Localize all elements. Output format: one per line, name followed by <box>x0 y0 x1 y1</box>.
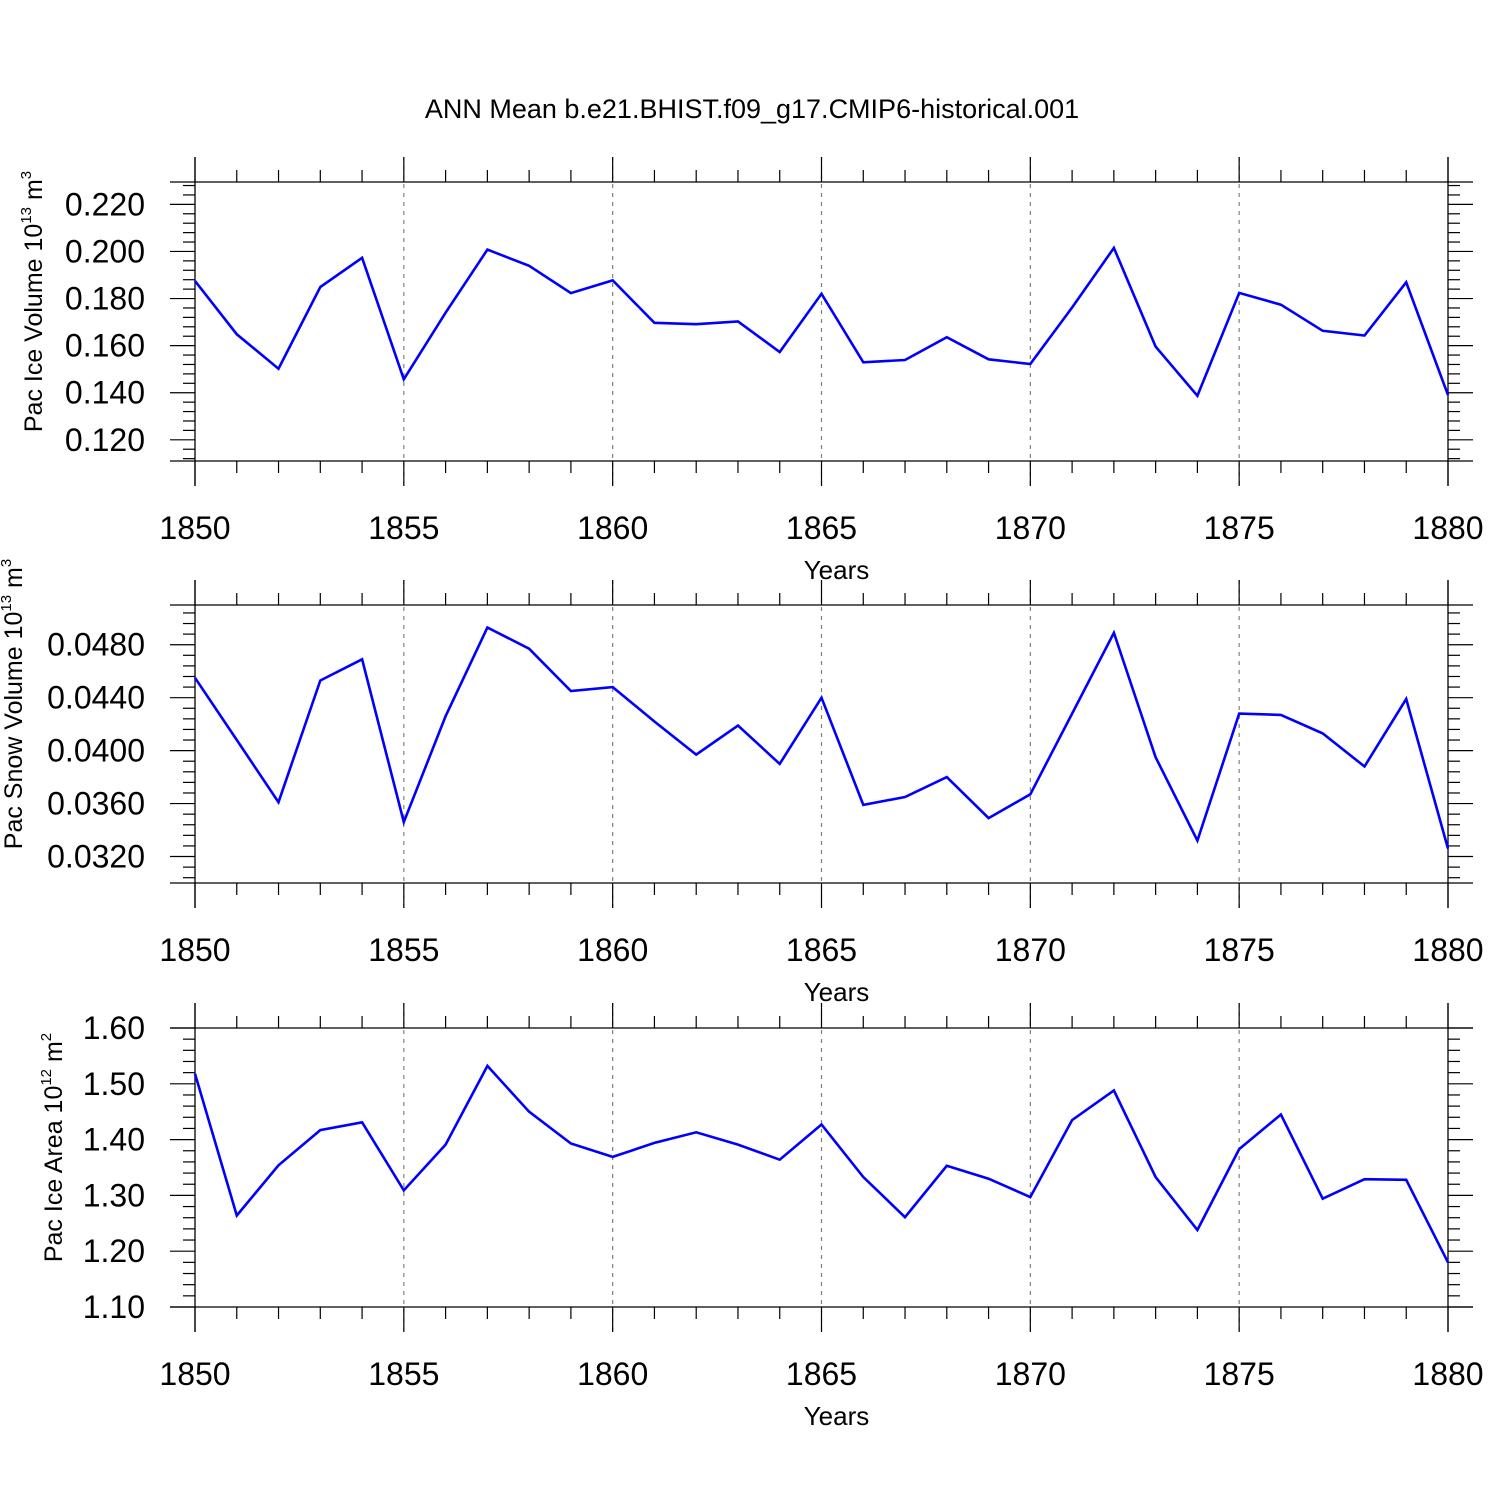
x-tick-label: 1855 <box>368 932 439 968</box>
x-tick-label: 1860 <box>577 932 648 968</box>
x-axis-title: Years <box>804 977 870 1007</box>
y-tick-label: 0.0400 <box>47 733 145 769</box>
series-line <box>193 625 1450 849</box>
x-tick-label: 1865 <box>786 510 857 546</box>
x-axis-title: Years <box>804 1401 870 1431</box>
x-tick-label: 1870 <box>995 1356 1066 1392</box>
series-line <box>193 245 1450 399</box>
y-axis-title: Pac Ice Area 1012 m2 <box>38 1033 68 1262</box>
panel-2: 1850 1855 1860 1865 1870 1875 1880 Years 0.0320 0… <box>0 559 1484 1007</box>
y-tick-label: 0.140 <box>65 375 145 411</box>
x-tick-label: 1865 <box>786 1356 857 1392</box>
x-axis-title: Years <box>804 555 870 585</box>
x-tick-label: 1865 <box>786 932 857 968</box>
y-tick-label: 0.220 <box>65 186 145 222</box>
x-tick-label: 1880 <box>1412 510 1483 546</box>
panels: 1850 1855 1860 1865 1870 1875 1880 Years 0.120 0.… <box>0 157 1484 1431</box>
y-tick-label: 0.0360 <box>47 786 145 822</box>
x-tick-label: 1875 <box>1204 510 1275 546</box>
x-tick-label: 1860 <box>577 510 648 546</box>
x-tick-label: 1850 <box>159 932 230 968</box>
x-tick-label: 1855 <box>368 510 439 546</box>
y-tick-label: 0.200 <box>65 233 145 269</box>
panel-1: 1850 1855 1860 1865 1870 1875 1880 Years 0.120 0.… <box>18 157 1484 585</box>
y-axis-title: Pac Ice Volume 1013 m3 <box>18 171 48 432</box>
x-tick-label: 1870 <box>995 510 1066 546</box>
x-tick-label: 1850 <box>159 1356 230 1392</box>
x-tick-label: 1875 <box>1204 932 1275 968</box>
y-tick-label: 0.0320 <box>47 839 145 875</box>
y-tick-label: 0.0440 <box>47 680 145 716</box>
x-tick-label: 1850 <box>159 510 230 546</box>
x-tick-label: 1855 <box>368 1356 439 1392</box>
y-tick-label: 0.120 <box>65 422 145 458</box>
y-tick-label: 0.180 <box>65 281 145 317</box>
x-tick-label: 1875 <box>1204 1356 1275 1392</box>
panel-3: 1850 1855 1860 1865 1870 1875 1880 Years 1.10 1.2… <box>38 1003 1484 1431</box>
y-tick-label: 1.30 <box>83 1177 145 1213</box>
y-tick-label: 1.40 <box>83 1122 145 1158</box>
x-tick-label: 1870 <box>995 932 1066 968</box>
series-line <box>193 1063 1450 1263</box>
x-tick-label: 1880 <box>1412 1356 1483 1392</box>
y-tick-label: 1.20 <box>83 1233 145 1269</box>
y-tick-label: 1.60 <box>83 1010 145 1046</box>
x-tick-label: 1880 <box>1412 932 1483 968</box>
y-tick-label: 0.0480 <box>47 627 145 663</box>
y-tick-label: 1.10 <box>83 1289 145 1325</box>
y-tick-label: 1.50 <box>83 1066 145 1102</box>
y-tick-label: 0.160 <box>65 328 145 364</box>
x-tick-label: 1860 <box>577 1356 648 1392</box>
figure-title: ANN Mean b.e21.BHIST.f09_g17.CMIP6-histo… <box>425 94 1079 124</box>
y-axis-title: Pac Snow Volume 1013 m3 <box>0 559 28 849</box>
